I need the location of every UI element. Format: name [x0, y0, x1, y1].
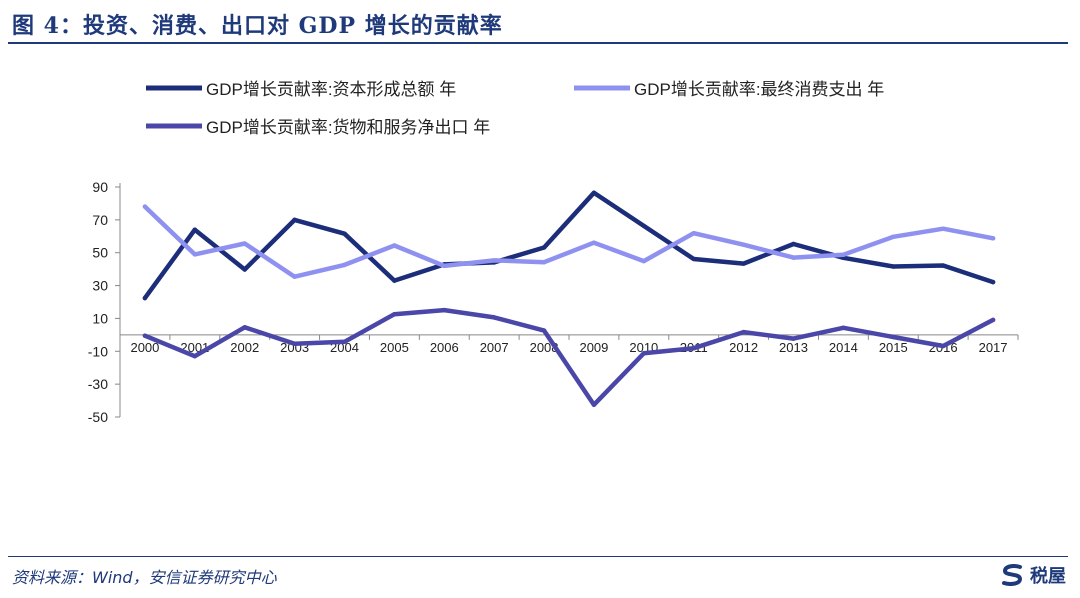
- data-point: [392, 243, 397, 248]
- series-line-3: [142, 307, 996, 408]
- data-point: [342, 339, 347, 344]
- data-point: [242, 267, 247, 272]
- footer-rule: [8, 556, 1068, 557]
- data-point: [192, 227, 198, 232]
- title-rule: [8, 42, 1068, 44]
- data-point: [541, 260, 547, 265]
- data-point: [741, 329, 746, 335]
- chart-legend: GDP增长贡献率:资本形成总额 年 GDP增长贡献率:最终消费支出 年 GDP增长贡…: [146, 80, 884, 137]
- data-point: [142, 333, 148, 338]
- data-point: [541, 328, 547, 333]
- y-tick-label: 90: [92, 179, 108, 195]
- data-point: [990, 317, 996, 323]
- figure-title: 图 4：投资、消费、出口对 GDP 增长的贡献率: [12, 13, 503, 39]
- x-tick-label: 2002: [230, 340, 259, 355]
- legend-label: GDP增长贡献率:资本形成总额 年: [206, 80, 456, 99]
- data-point: [491, 315, 497, 320]
- data-point: [741, 261, 746, 266]
- x-tick-label: 2006: [430, 340, 459, 355]
- s-logo-icon: [1002, 564, 1023, 586]
- series-line-2: [142, 204, 996, 279]
- data-point: [641, 258, 647, 264]
- data-point: [791, 255, 796, 260]
- data-point: [891, 264, 896, 269]
- data-point: [940, 343, 946, 349]
- data-point: [192, 354, 198, 359]
- x-tick-label: 2009: [579, 340, 608, 355]
- data-point: [242, 325, 247, 330]
- data-point: [242, 241, 247, 246]
- x-tick-label: 2000: [130, 340, 159, 355]
- data-point: [392, 311, 397, 317]
- data-point: [142, 295, 148, 301]
- data-point: [392, 278, 397, 283]
- y-tick-label: -10: [88, 343, 108, 359]
- data-point: [342, 231, 347, 236]
- data-point: [342, 262, 347, 268]
- line-chart: GDP增长贡献率:资本形成总额 年 GDP增长贡献率:最终消费支出 年 GDP增长贡…: [88, 80, 1019, 425]
- data-point: [990, 279, 996, 285]
- data-point: [691, 230, 696, 236]
- data-point: [891, 234, 896, 239]
- data-point: [940, 226, 946, 231]
- data-point: [791, 336, 796, 341]
- legend-label: GDP增长贡献率:最终消费支出 年: [634, 80, 884, 99]
- data-point: [841, 252, 846, 257]
- data-point: [591, 240, 597, 245]
- data-point: [641, 223, 647, 229]
- x-tick-label: 2007: [480, 340, 509, 355]
- data-point: [741, 242, 746, 247]
- x-tick-label: 2015: [879, 340, 908, 355]
- data-point: [491, 258, 497, 263]
- legend-label: GDP增长贡献率:货物和服务净出口 年: [206, 118, 490, 137]
- y-tick-label: -50: [88, 409, 108, 425]
- data-point: [691, 345, 696, 351]
- data-point: [891, 334, 896, 340]
- data-point: [142, 204, 148, 209]
- y-tick-label: 30: [92, 278, 108, 294]
- brand-name: 税屋: [1030, 566, 1066, 587]
- data-point: [841, 325, 846, 330]
- data-point: [990, 236, 996, 241]
- data-point: [192, 252, 198, 257]
- data-point: [591, 190, 597, 195]
- x-tick-label: 2014: [829, 340, 858, 355]
- x-tick-label: 2005: [380, 340, 409, 355]
- x-tick-label: 2012: [729, 340, 758, 355]
- y-tick-label: 70: [92, 212, 108, 228]
- y-tick-label: 10: [92, 310, 108, 326]
- data-point: [541, 245, 547, 250]
- data-point: [292, 217, 297, 223]
- y-tick-label: 50: [92, 245, 108, 261]
- x-tick-label: 2017: [979, 340, 1008, 355]
- brand-badge: 税屋: [1000, 562, 1066, 588]
- data-point: [292, 341, 297, 346]
- y-tick-label: -30: [88, 376, 108, 392]
- x-tick-label: 2013: [779, 340, 808, 355]
- data-point: [791, 241, 796, 247]
- data-point: [591, 402, 597, 408]
- data-point: [940, 263, 946, 268]
- series-line-1: [142, 190, 996, 301]
- data-point: [442, 307, 447, 313]
- chart-series: [142, 190, 996, 408]
- source-note: 资料来源：Wind，安信证券研究中心: [12, 568, 277, 587]
- data-point: [641, 351, 647, 356]
- data-point: [442, 263, 447, 269]
- data-point: [691, 256, 696, 262]
- data-point: [292, 274, 297, 279]
